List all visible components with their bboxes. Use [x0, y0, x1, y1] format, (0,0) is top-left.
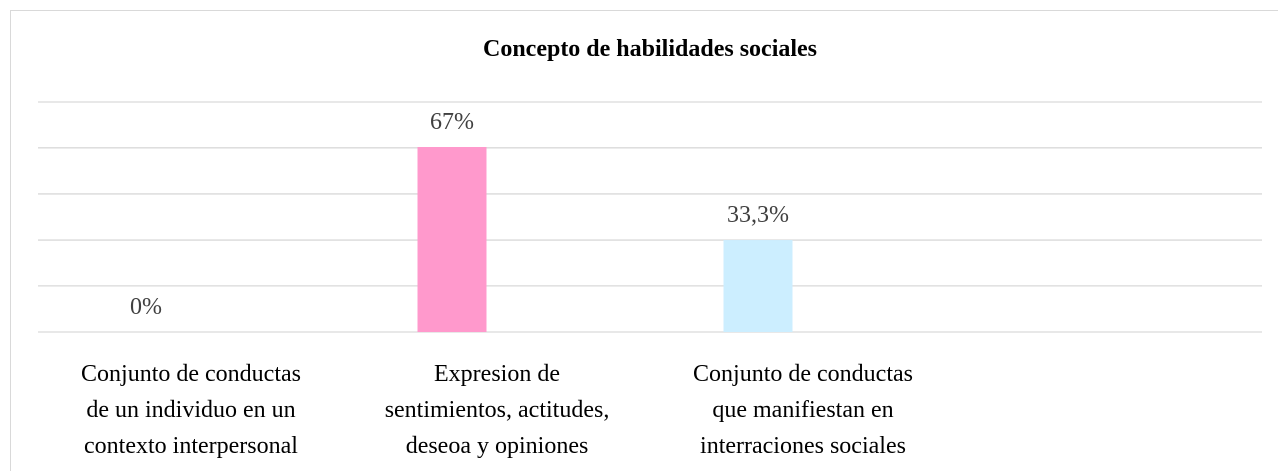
x-tick-label: Conjunto de conductas — [81, 361, 301, 387]
x-tick-label: de un individuo en un — [86, 397, 295, 423]
chart-title: Concepto de habilidades sociales — [483, 36, 817, 62]
x-tick-label: que manifiestan en — [712, 397, 893, 423]
x-tick-label: contexto interpersonal — [84, 433, 298, 459]
x-tick-label: sentimientos, actitudes, — [385, 397, 610, 423]
data-label: 33,3% — [727, 202, 789, 228]
x-tick-label: interraciones sociales — [700, 433, 906, 459]
bar — [417, 147, 487, 332]
bar — [723, 240, 793, 332]
chart-border — [10, 10, 1278, 471]
data-label: 0% — [130, 294, 162, 320]
data-label: 67% — [430, 109, 474, 135]
x-tick-label: Expresion de — [434, 361, 560, 387]
x-tick-label: deseoa y opiniones — [406, 433, 589, 459]
x-tick-label: Conjunto de conductas — [693, 361, 913, 387]
